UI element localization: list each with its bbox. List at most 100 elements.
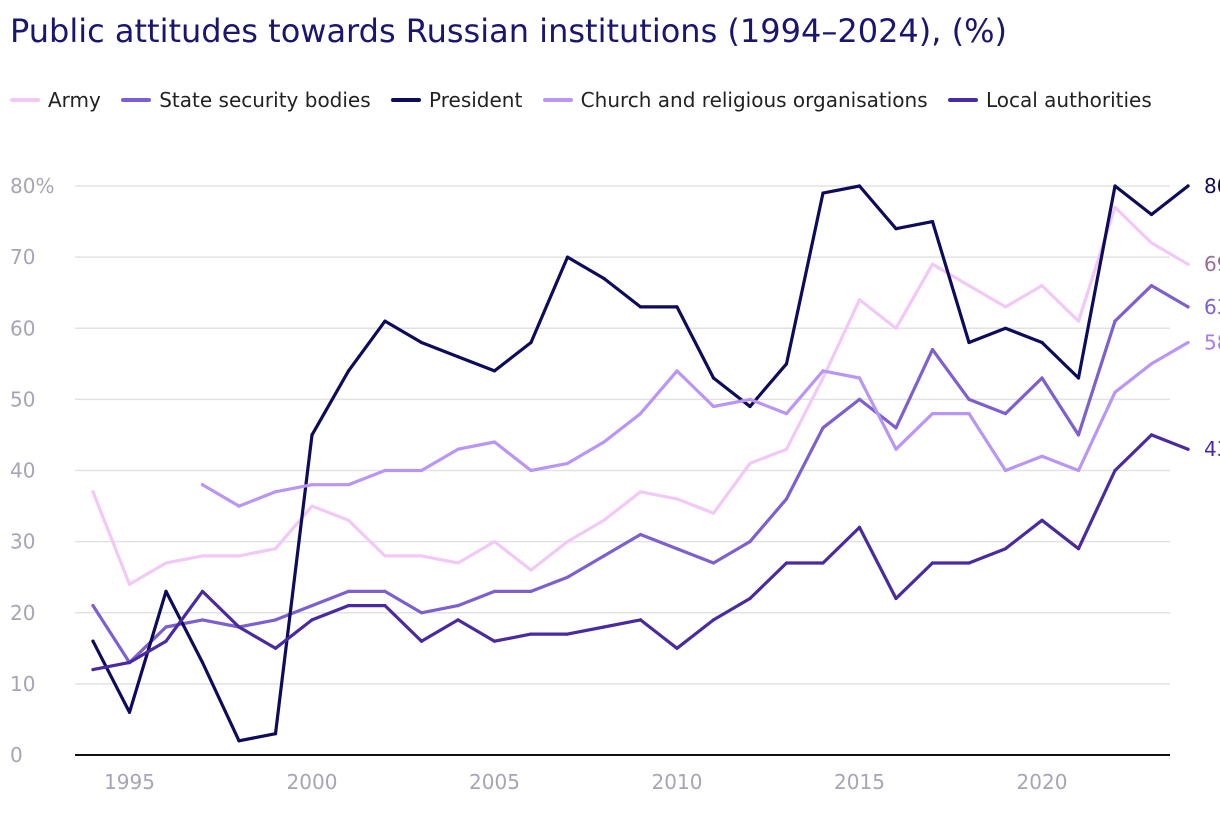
y-tick-label-70: 70 — [10, 245, 35, 269]
point-state-security-bodies-2018 — [967, 397, 971, 401]
point-army-2016 — [894, 326, 898, 330]
end-label-state-security-bodies: 63% — [1204, 295, 1220, 319]
point-church-and-religious-organisations-2010 — [675, 369, 679, 373]
point-state-security-bodies-1994 — [91, 604, 95, 608]
point-army-2013 — [784, 447, 789, 451]
point-president-2018 — [967, 340, 971, 345]
point-church-and-religious-organisations-2005 — [492, 440, 497, 444]
point-president-1999 — [273, 732, 278, 736]
point-president-1997 — [200, 660, 205, 665]
point-army-2006 — [529, 568, 533, 572]
point-state-security-bodies-2021 — [1076, 433, 1081, 437]
point-army-2009 — [638, 490, 643, 494]
legend-swatch-army — [10, 97, 40, 102]
y-tick-label-10: 10 — [10, 672, 35, 696]
series-line-state-security-bodies — [91, 284, 1190, 665]
legend-label-church: Church and religious organisations — [580, 88, 928, 112]
point-church-and-religious-organisations-1998 — [237, 504, 241, 508]
legend-swatch-state-security — [121, 97, 152, 102]
point-state-security-bodies-2001 — [346, 589, 351, 594]
legend-swatch-local-authorities — [947, 97, 978, 102]
chart-title: Public attitudes towards Russian institu… — [10, 12, 1007, 50]
x-tick-label-2005: 2005 — [469, 770, 520, 794]
y-tick-label-80: 80% — [10, 174, 54, 198]
point-local-authorities-2004 — [456, 618, 460, 622]
point-president-2013 — [784, 362, 789, 366]
point-president-1994 — [91, 639, 95, 643]
point-local-authorities-2013 — [784, 561, 789, 565]
point-local-authorities-2005 — [492, 639, 497, 643]
point-state-security-bodies-2020 — [1040, 376, 1044, 380]
point-president-2008 — [602, 276, 606, 281]
point-army-2003 — [419, 554, 424, 558]
point-church-and-religious-organisations-2012 — [748, 397, 752, 401]
point-local-authorities-2011 — [711, 618, 716, 622]
point-state-security-bodies-2015 — [857, 397, 862, 401]
point-president-2022 — [1113, 184, 1117, 188]
point-army-2022 — [1113, 205, 1117, 209]
point-state-security-bodies-2013 — [784, 497, 789, 501]
point-president-2000 — [310, 433, 314, 437]
legend-label-state-security: State security bodies — [159, 88, 371, 112]
point-local-authorities-2019 — [1003, 547, 1008, 551]
end-label-local-authorities: 43% — [1204, 437, 1220, 461]
point-local-authorities-2024 — [1186, 447, 1190, 451]
point-state-security-bodies-2008 — [602, 554, 606, 558]
point-army-1995 — [127, 582, 132, 586]
point-local-authorities-2014 — [821, 561, 825, 565]
point-army-2024 — [1186, 262, 1190, 266]
point-local-authorities-2007 — [565, 632, 570, 636]
legend-item-local-authorities: Local authorities — [947, 82, 1152, 119]
point-army-2011 — [711, 511, 716, 515]
point-army-2020 — [1040, 284, 1044, 288]
legend-swatch-church — [542, 97, 573, 102]
point-local-authorities-2018 — [967, 561, 971, 565]
point-local-authorities-2003 — [419, 639, 424, 643]
point-army-2000 — [310, 504, 314, 508]
point-local-authorities-2001 — [346, 604, 351, 608]
point-army-2021 — [1076, 319, 1081, 323]
end-label-president: 80% — [1204, 174, 1220, 198]
point-local-authorities-2008 — [602, 625, 606, 629]
point-state-security-bodies-2009 — [638, 532, 643, 537]
point-local-authorities-1996 — [164, 639, 168, 643]
point-state-security-bodies-2016 — [894, 426, 898, 430]
point-president-2019 — [1003, 326, 1008, 330]
point-president-2006 — [529, 340, 533, 345]
legend-swatch-president — [391, 97, 422, 102]
y-tick-label-50: 50 — [10, 387, 35, 411]
point-president-2015 — [857, 184, 862, 188]
point-state-security-bodies-1996 — [164, 625, 168, 629]
point-state-security-bodies-2007 — [565, 575, 570, 579]
point-state-security-bodies-2019 — [1003, 412, 1008, 416]
point-army-1999 — [273, 547, 278, 551]
point-church-and-religious-organisations-2014 — [821, 369, 825, 373]
point-president-2004 — [456, 355, 460, 359]
point-president-2009 — [638, 305, 643, 309]
point-state-security-bodies-2017 — [930, 348, 935, 352]
point-church-and-religious-organisations-2000 — [310, 483, 314, 487]
point-army-1996 — [164, 561, 168, 565]
point-army-2010 — [675, 497, 679, 501]
point-president-2012 — [748, 404, 752, 409]
point-local-authorities-2021 — [1076, 547, 1081, 551]
point-state-security-bodies-2024 — [1186, 305, 1190, 309]
legend: Army State security bodies President Chu… — [10, 82, 1170, 119]
x-tick-label-2000: 2000 — [287, 770, 338, 794]
point-church-and-religious-organisations-2016 — [894, 447, 898, 451]
point-state-security-bodies-2011 — [711, 561, 716, 565]
point-state-security-bodies-1997 — [200, 618, 205, 622]
point-state-security-bodies-2023 — [1149, 284, 1154, 288]
point-state-security-bodies-1999 — [273, 618, 278, 622]
point-church-and-religious-organisations-2015 — [857, 376, 862, 380]
point-church-and-religious-organisations-2023 — [1149, 362, 1154, 366]
point-local-authorities-2023 — [1149, 433, 1154, 437]
point-president-2020 — [1040, 340, 1044, 345]
legend-label-local-authorities: Local authorities — [985, 88, 1152, 112]
end-label-army: 69% — [1204, 252, 1220, 276]
point-state-security-bodies-2010 — [675, 547, 679, 551]
y-tick-label-40: 40 — [10, 459, 35, 483]
x-tick-label-1995: 1995 — [104, 770, 155, 794]
point-army-1998 — [237, 554, 241, 558]
legend-label-army: Army — [48, 88, 101, 112]
